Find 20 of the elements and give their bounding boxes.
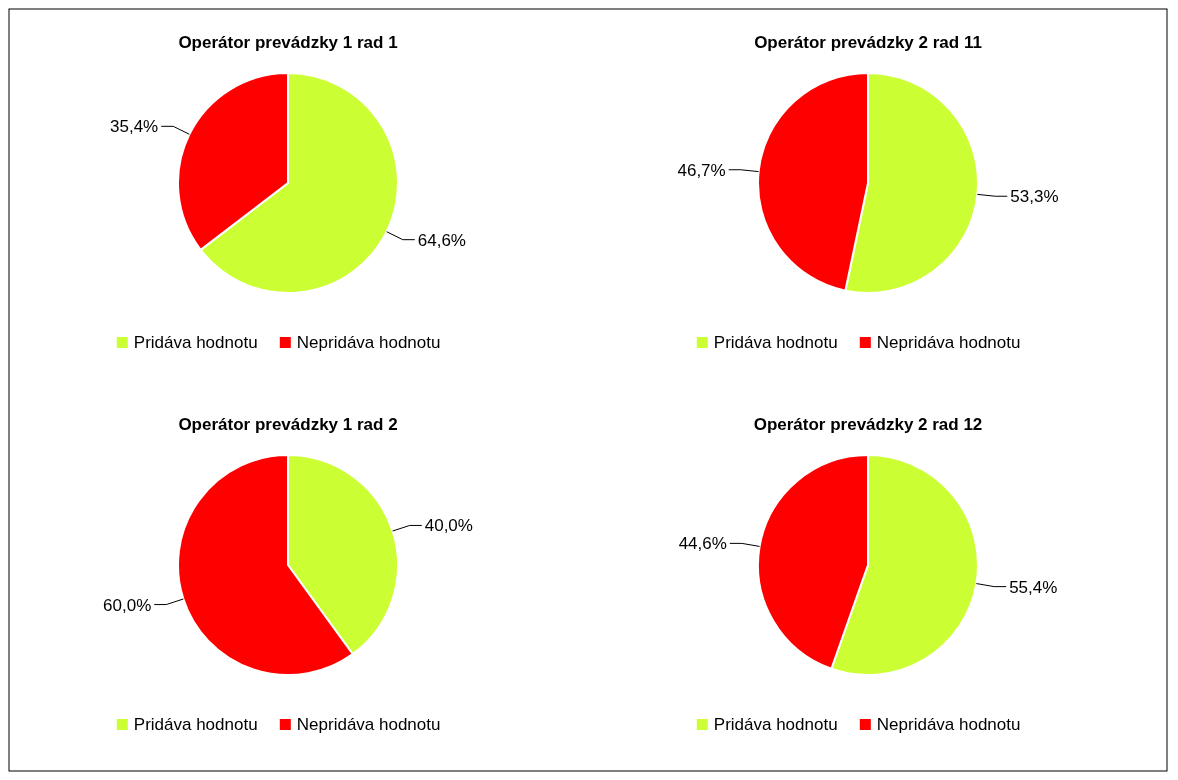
- legend-label: Pridáva hodnotu: [133, 333, 258, 352]
- data-label: 35,4%: [110, 117, 159, 137]
- chart-title: Operátor prevádzky 1 rad 2: [178, 415, 398, 434]
- legend-label: Pridáva hodnotu: [713, 715, 838, 734]
- legend-label: Pridáva hodnotu: [713, 333, 838, 352]
- chart-title: Operátor prevádzky 2 rad 11: [754, 33, 982, 52]
- legend-label: Pridáva hodnotu: [133, 715, 258, 734]
- data-label: 44,6%: [678, 534, 727, 554]
- data-label: 55,4%: [1009, 577, 1058, 597]
- legend-label: Nepridáva hodnotu: [296, 715, 441, 734]
- legend-label: Nepridáva hodnotu: [296, 333, 441, 352]
- data-label: 60,0%: [103, 595, 152, 615]
- data-label: 40,0%: [424, 516, 473, 536]
- data-label: 64,6%: [417, 230, 466, 250]
- legend-label: Nepridáva hodnotu: [876, 715, 1021, 734]
- chart-title: Operátor prevádzky 1 rad 1: [178, 33, 398, 52]
- data-label: 46,7%: [677, 160, 726, 180]
- data-label: 53,3%: [1010, 187, 1059, 207]
- legend-label: Nepridáva hodnotu: [876, 333, 1021, 352]
- chart-title: Operátor prevádzky 2 rad 12: [753, 415, 983, 434]
